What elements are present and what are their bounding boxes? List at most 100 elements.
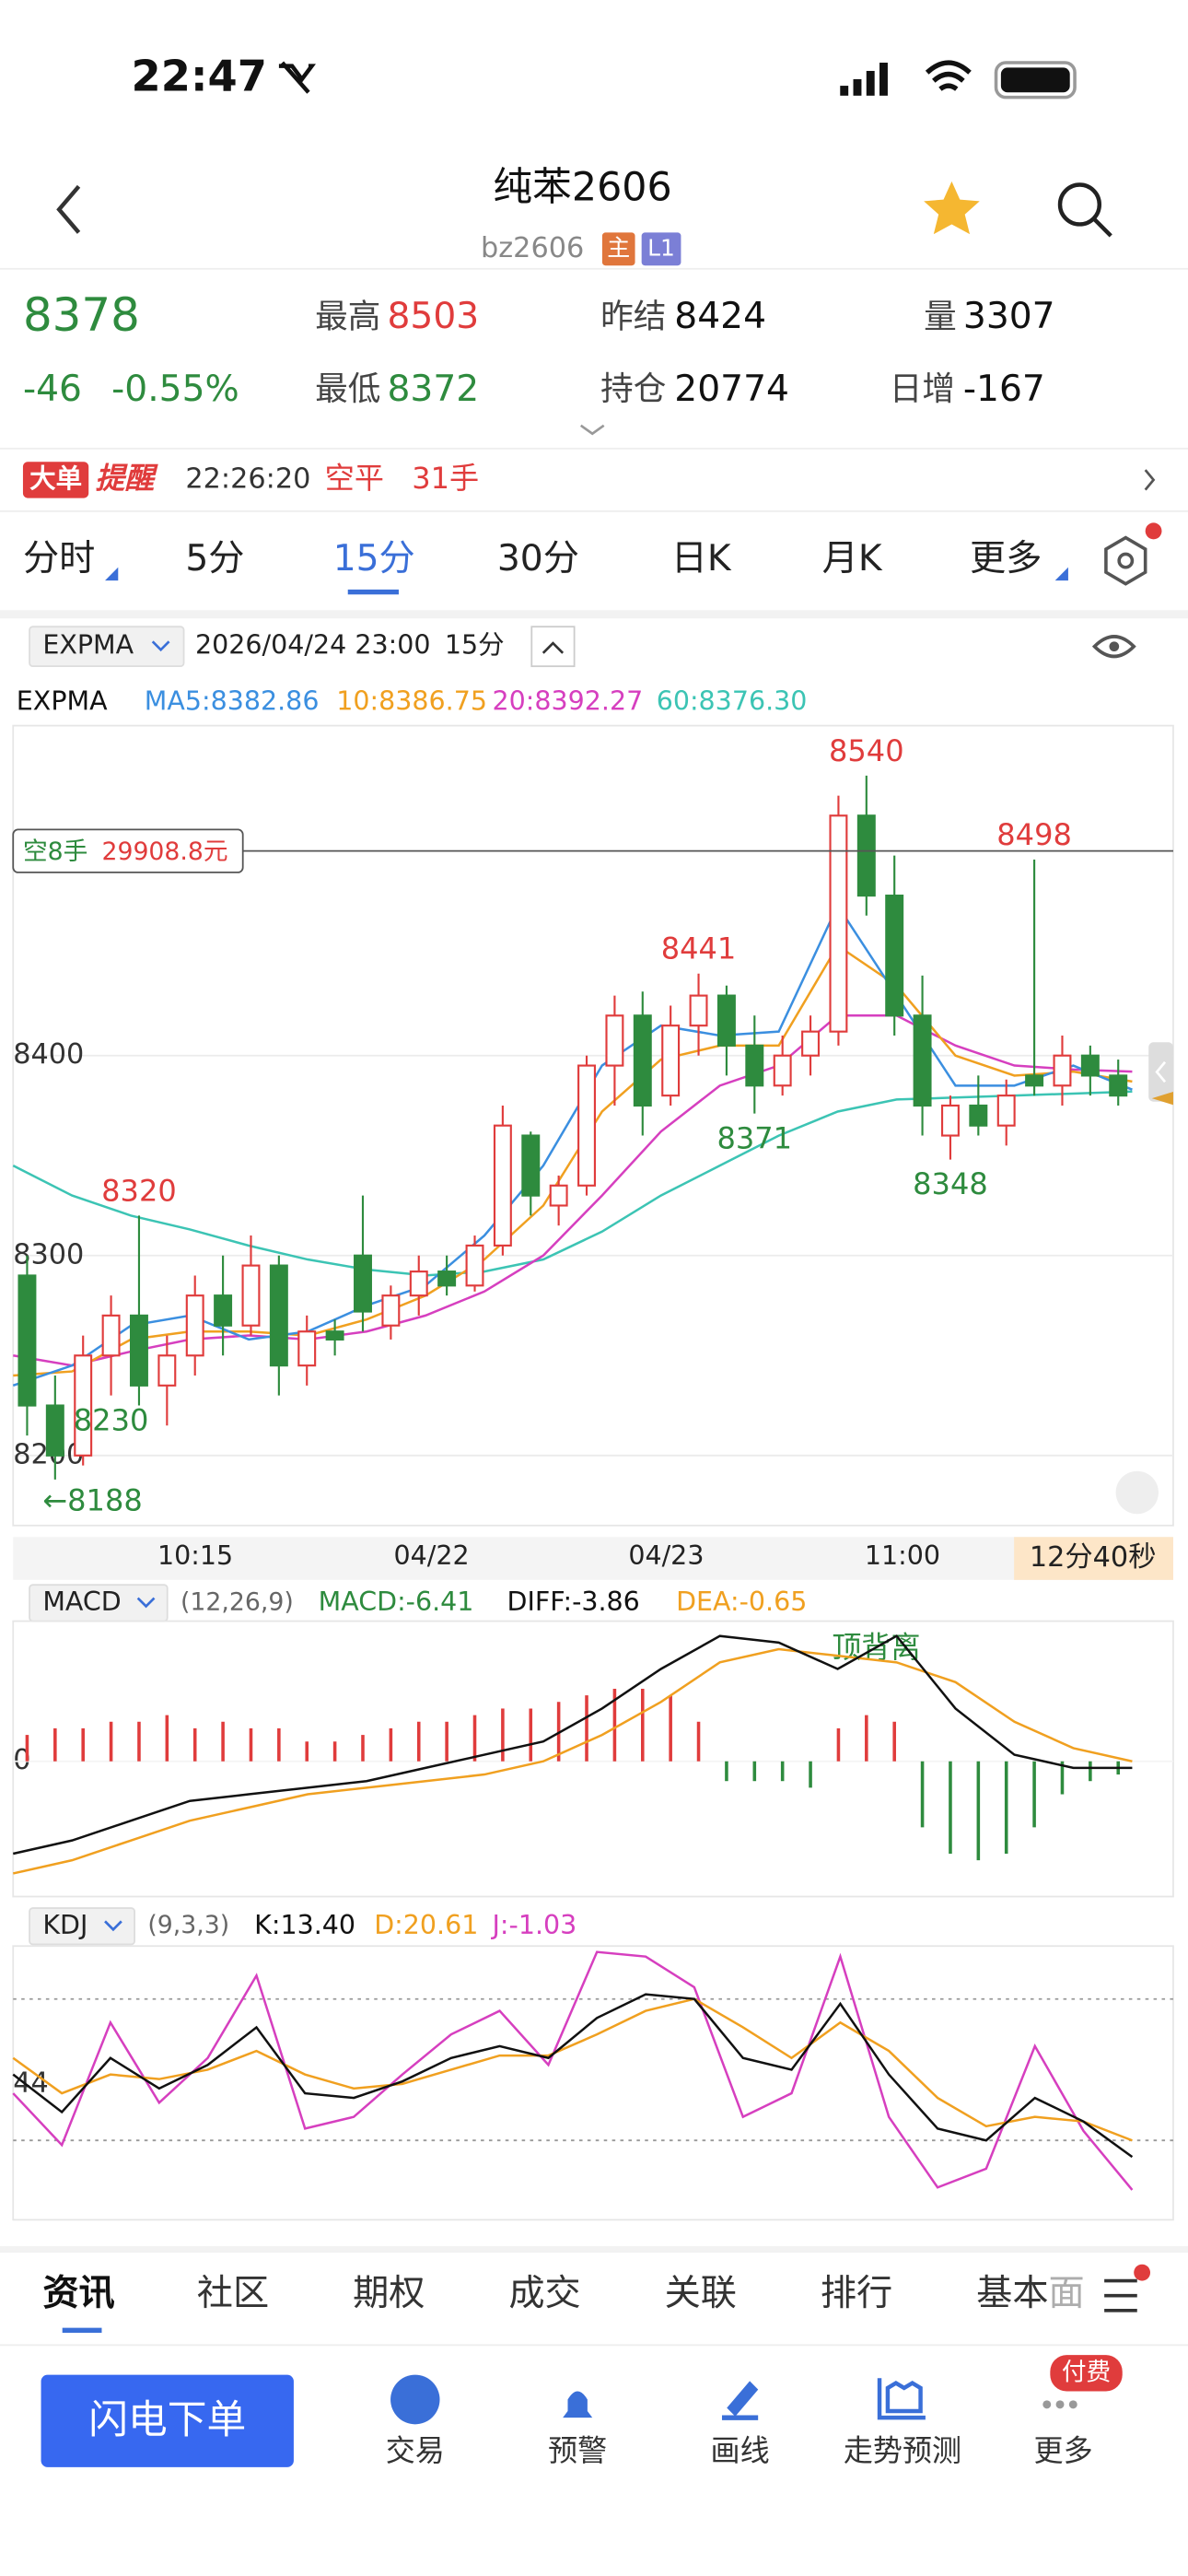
bottom-item[interactable]: 交易 [386,2433,445,2468]
side-handle-icon [1155,1060,1167,1083]
clock: 22:47 [132,51,267,100]
wifi-icon [925,60,972,91]
candle-body [325,1330,344,1341]
forecast-icon [877,2378,926,2420]
x-label: 10:15 [157,1540,233,1571]
daily-change: -167 [963,369,1045,410]
candle-body [521,1134,541,1197]
period-tab[interactable]: 日K [671,538,732,580]
candle-body [940,1104,960,1137]
eye-button[interactable] [1091,635,1136,659]
period-tab[interactable]: 分时 [23,538,95,580]
bottom-item[interactable]: 走势预测 [844,2433,961,2468]
y-tick-label: 8300 [13,1238,84,1270]
candle-body [1053,1054,1072,1087]
bottom-item[interactable]: 画线 [711,2433,770,2468]
menu-button[interactable] [1104,2278,1137,2313]
price-label: 8230 [74,1402,149,1437]
separator [0,2245,1188,2254]
search-button[interactable] [1057,182,1112,238]
info-tab[interactable]: 资讯 [42,2273,114,2314]
favorite-button[interactable] [924,181,980,235]
info-tab[interactable]: 排行 [821,2273,892,2314]
zoom-button[interactable] [1115,1470,1159,1515]
alert-tag: 大单 [29,463,82,494]
candle-body [661,1025,681,1097]
crosshair-period: 15分 [445,629,505,661]
settings-button[interactable] [1104,535,1147,586]
kdj-name: KDJ [42,1909,87,1940]
alert-title: 提醒 [95,461,158,496]
countdown-bg [1014,1537,1173,1580]
notify-dot [1145,522,1162,540]
legend-ma20: 20:8392.27 [493,685,644,717]
indicator-select[interactable] [29,626,185,668]
candle-body [101,1314,121,1357]
macd-name: MACD [42,1586,121,1617]
daily-change-label: 日增 [890,370,955,408]
open-interest-label: 持仓 [600,370,666,408]
alert-tag-bg [22,462,89,498]
info-tab[interactable]: 关联 [665,2273,737,2314]
badge-level: L1 [647,234,675,261]
diff-value: DIFF:-3.86 [507,1586,640,1617]
expand-button[interactable] [579,424,605,436]
macd-value: MACD:-6.41 [319,1586,474,1617]
candle-body [1025,1074,1044,1087]
x-label: 04/22 [394,1540,470,1571]
prev-settle-label: 昨结 [600,298,666,335]
low-label: 最低 [315,370,380,408]
candle-body [689,994,708,1027]
collapse-button[interactable] [530,626,576,668]
y-tick-label: 8400 [13,1038,84,1071]
kdj-select[interactable] [29,1907,135,1946]
price-label: 8348 [913,1166,988,1201]
candle-body [885,895,904,1017]
indicator: EXPMA [42,629,134,661]
volume-label: 量 [924,298,957,335]
crosshair-time: 2026/04/24 23:00 [195,629,430,661]
candle-body [17,1274,37,1407]
period-tab[interactable]: 15分 [333,538,415,580]
order-button-label: 闪电下单 [88,2397,246,2443]
paid-badge: 付费 [1062,2358,1111,2386]
kdj-params: (9,3,3) [147,1911,229,1939]
candle-body [913,1014,932,1107]
price-label: 8540 [829,733,904,768]
order-button[interactable] [41,2374,294,2467]
order-box[interactable] [12,828,244,873]
change: -46 [23,369,82,410]
bottom-item[interactable]: 预警 [548,2433,607,2468]
side-handle[interactable] [1148,1042,1173,1102]
price-label: 8320 [101,1173,177,1208]
dea-value: DEA:-0.65 [676,1586,807,1617]
bottom-item[interactable]: 更多 [1034,2433,1093,2468]
candle-body [437,1270,457,1287]
legend-name: EXPMA [17,685,108,717]
ma60-line [12,1090,1133,1277]
candle-body [297,1330,317,1367]
alert-more[interactable] [1144,469,1156,491]
candle-body [969,1104,988,1127]
period-tab[interactable]: 月K [822,538,883,580]
candle-body [996,1095,1016,1127]
back-button[interactable] [56,184,81,234]
info-tab[interactable]: 成交 [508,2273,580,2314]
macd-caret [136,1597,156,1609]
high: 8503 [387,296,479,337]
info-tab[interactable]: 期权 [353,2273,425,2314]
info-tab[interactable]: 社区 [197,2273,269,2314]
code: bz2606 [481,232,584,264]
legend-ma60: 60:8376.30 [657,685,808,717]
candle-body [409,1270,428,1297]
alert-action: 空平 [325,461,384,496]
badge-main-bg [601,232,635,266]
period-tab[interactable]: 30分 [497,538,579,580]
period-tab[interactable]: 更多 [970,538,1042,580]
kdj-chart: 44 [12,1950,1173,2191]
d-value: D:20.61 [374,1909,478,1940]
candle-body [633,1014,652,1107]
period-tab[interactable]: 5分 [185,538,244,580]
